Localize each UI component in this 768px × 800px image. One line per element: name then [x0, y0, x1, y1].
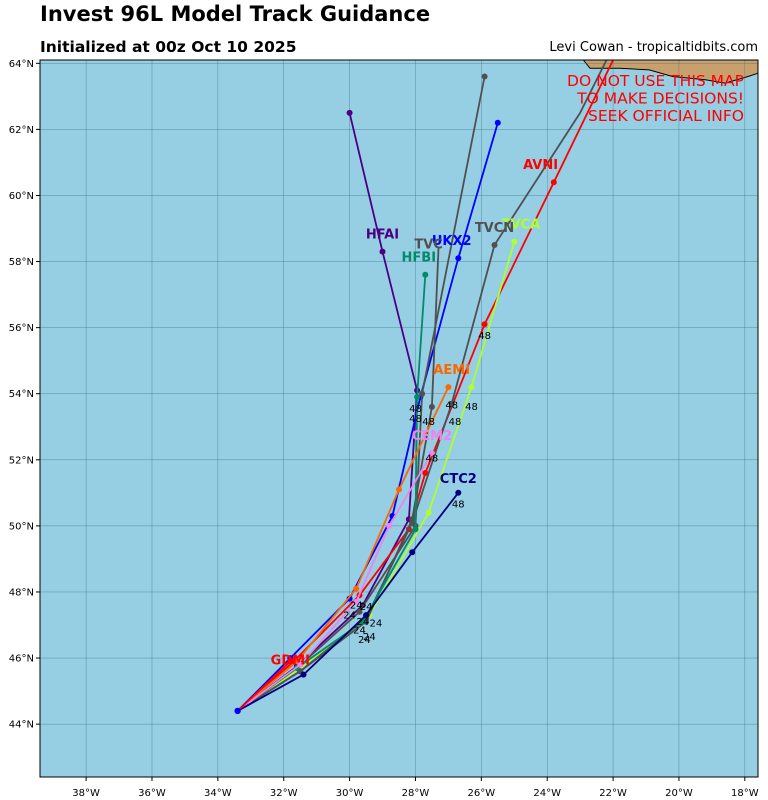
forecast-hour-label: 24 — [370, 619, 383, 630]
credit-text: Levi Cowan - tropicaltidbits.com — [549, 40, 758, 55]
track-point-ukx2 — [346, 595, 353, 602]
track-point-tvca — [511, 238, 518, 245]
forecast-hour-label: 24 — [353, 625, 366, 636]
x-tick-label: 36°W — [138, 788, 166, 799]
track-point-cem2 — [297, 661, 304, 668]
track-point-cem2 — [353, 598, 360, 605]
track-point-cem2 — [386, 522, 393, 529]
forecast-hour-label: 24 — [363, 632, 376, 643]
track-point-tvcx — [428, 403, 435, 410]
track-point-hfbi — [412, 526, 419, 533]
track-tvca — [237, 241, 516, 712]
x-tick-label: 20°W — [665, 788, 693, 799]
forecast-hour-label: 48 — [449, 417, 462, 428]
forecast-hour-label: 24 — [343, 610, 356, 621]
model-label-ukx2: UKX2 — [432, 234, 472, 249]
model-label-ctc2: CTC2 — [440, 472, 477, 487]
map-frame — [39, 59, 759, 778]
track-point-nvgm — [356, 608, 363, 615]
track-point-ukx2 — [494, 119, 501, 126]
track-point-gdmi — [287, 658, 294, 665]
x-tick-label: 18°W — [731, 788, 759, 799]
y-tick-label: 54°N — [9, 389, 34, 400]
map-title: Invest 96L Model Track Guidance — [40, 2, 431, 26]
forecast-hour-label: 48 — [426, 454, 439, 465]
x-tick-label: 38°W — [72, 788, 100, 799]
x-tick-label: 32°W — [270, 788, 298, 799]
model-label-avni: AVNI — [523, 158, 558, 173]
model-label-cem2: CEM2 — [412, 429, 452, 444]
track-point-ctc2 — [409, 549, 416, 556]
track-gdmi — [236, 660, 291, 712]
model-label-hfai: HFAI — [366, 227, 399, 242]
forecast-hour-label: 24 — [360, 602, 373, 613]
forecast-hour-label: 48 — [445, 401, 458, 412]
warning-text-line: DO NOT USE THIS MAP — [567, 72, 744, 90]
x-tick-label: 34°W — [204, 788, 232, 799]
track-point-nvgm — [481, 73, 488, 80]
track-point-ctc2 — [363, 612, 370, 619]
track-point-tvcn — [491, 242, 498, 248]
x-tick-label: 26°W — [468, 788, 496, 799]
track-point-tvca — [468, 384, 475, 391]
forecast-hour-label: 24 — [358, 635, 371, 646]
track-point-tvca — [425, 509, 432, 516]
track-point-avni — [550, 179, 557, 186]
track-point-ctc2 — [455, 489, 462, 496]
y-tick-label: 46°N — [9, 654, 34, 665]
model-label-hfbi: HFBI — [402, 251, 437, 266]
track-point-tvcx — [409, 516, 416, 523]
track-point-tvcn — [448, 400, 455, 407]
y-tick-label: 60°N — [9, 191, 34, 202]
initial-position-point — [234, 707, 241, 715]
forecast-hour-label: 48 — [409, 404, 422, 415]
forecast-hour-label: 48 — [409, 414, 422, 425]
track-point-hfbi — [422, 271, 429, 278]
model-label-tvca: TVCA — [502, 218, 541, 233]
forecast-hour-label: 24 — [350, 601, 363, 612]
y-tick-label: 50°N — [9, 521, 34, 532]
track-point-avni — [481, 321, 488, 328]
y-tick-label: 64°N — [9, 59, 34, 70]
model-label-tvcn: TVCN — [475, 221, 514, 236]
forecast-hour-label: 48 — [478, 331, 491, 342]
ocean-background — [40, 60, 758, 777]
init-time-subtitle: Initialized at 00z Oct 10 2025 — [40, 38, 297, 56]
track-tvcx — [237, 248, 440, 712]
track-point-avni — [422, 470, 429, 476]
forecast-hour-label: 48 — [422, 417, 435, 428]
track-point-aemi — [396, 486, 402, 493]
forecast-hour-label: 24 — [356, 617, 369, 628]
x-tick-label: 22°W — [599, 788, 627, 799]
model-label-tvcx: TVC — [414, 237, 442, 252]
y-tick-label: 62°N — [9, 125, 34, 136]
warning-text-line: TO MAKE DECISIONS! — [576, 90, 744, 108]
x-tick-label: 24°W — [533, 788, 561, 799]
warning-text-line: SEEK OFFICIAL INFO — [588, 107, 744, 125]
track-point-ukx2 — [455, 255, 462, 262]
track-point-aemi — [353, 585, 360, 592]
track-point-hfai — [346, 109, 353, 116]
model-label-aemi: AEMI — [433, 363, 470, 378]
y-tick-label: 58°N — [9, 257, 34, 268]
track-point-aemi — [445, 384, 452, 391]
track-point-cem2 — [428, 450, 435, 457]
model-label-gdmi: GDMI — [271, 654, 310, 669]
forecast-hour-label: 48 — [465, 402, 478, 413]
track-point-nvgm — [419, 390, 426, 397]
y-tick-label: 48°N — [9, 587, 34, 598]
track-point-hfbi — [414, 394, 421, 400]
x-tick-label: 28°W — [402, 788, 430, 799]
track-point-ctc2 — [300, 671, 307, 678]
y-tick-label: 52°N — [9, 455, 34, 466]
forecast-hour-label: 48 — [452, 500, 465, 511]
y-tick-label: 56°N — [9, 323, 34, 334]
track-point-hfai — [379, 248, 386, 255]
y-tick-label: 44°N — [9, 720, 34, 731]
x-tick-label: 30°W — [336, 788, 364, 799]
